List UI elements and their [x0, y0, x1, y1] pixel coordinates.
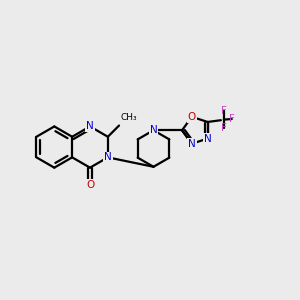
Text: F: F — [221, 123, 227, 133]
Text: N: N — [86, 122, 94, 131]
Text: O: O — [188, 112, 196, 122]
Text: N: N — [188, 139, 196, 149]
Text: CH₃: CH₃ — [121, 113, 137, 122]
Text: N: N — [104, 152, 112, 162]
Text: O: O — [86, 180, 94, 190]
Text: F: F — [229, 114, 235, 124]
Text: N: N — [150, 125, 158, 135]
Text: F: F — [221, 106, 227, 116]
Text: N: N — [204, 134, 212, 144]
